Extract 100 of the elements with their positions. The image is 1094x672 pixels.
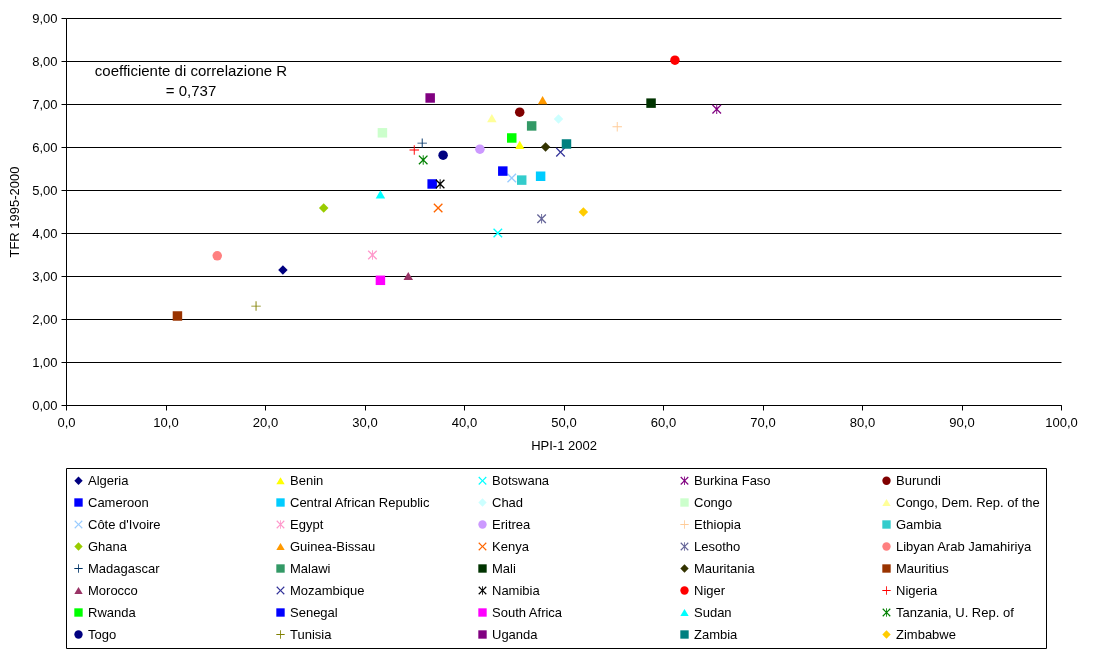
- point: [435, 179, 445, 189]
- point: [612, 122, 622, 132]
- point: [172, 311, 183, 321]
- point: [514, 107, 525, 117]
- point: [540, 142, 551, 152]
- legend-label: South Africa: [492, 604, 563, 620]
- y-tick-label: 6,00: [32, 139, 58, 155]
- point: [646, 98, 656, 108]
- point: [578, 207, 589, 217]
- legend-label: Togo: [88, 626, 117, 642]
- legend-label: Zimbabwe: [896, 626, 956, 642]
- legend-label: Mali: [492, 560, 516, 576]
- legend-label: Guinea-Bissau: [290, 538, 376, 554]
- legend-label: Chad: [492, 494, 524, 510]
- legend-label: Congo: [694, 494, 733, 510]
- legend-label: Congo, Dem. Rep. of the: [896, 494, 1040, 510]
- legend-label: Benin: [290, 472, 324, 488]
- point: [375, 190, 386, 199]
- legend-label: Burundi: [896, 472, 941, 488]
- legend-label: Mozambique: [290, 582, 365, 598]
- y-tick-label: 0,00: [32, 397, 58, 413]
- point: [438, 150, 448, 160]
- x-tick-label: 40,0: [451, 414, 478, 430]
- x-tick-label: 10,0: [153, 414, 179, 430]
- legend-label: Namibia: [492, 582, 541, 598]
- legend-label: Kenya: [492, 538, 530, 554]
- point: [498, 166, 508, 176]
- legend-label: Mauritania: [694, 560, 756, 576]
- legend-label: Uganda: [492, 626, 539, 642]
- y-tick-label: 7,00: [32, 96, 58, 112]
- x-tick-label: 90,0: [949, 414, 975, 430]
- point: [475, 144, 485, 154]
- legend-label: Tanzania, U. Rep. of: [896, 604, 1015, 620]
- point: [251, 301, 261, 311]
- point: [367, 250, 378, 260]
- legend-label: Egypt: [290, 516, 324, 532]
- x-tick-label: 30,0: [352, 414, 378, 430]
- point: [507, 133, 517, 143]
- legend-label: Ethiopia: [694, 516, 742, 532]
- x-tick-label: 20,0: [252, 414, 279, 430]
- point: [535, 171, 546, 181]
- point: [526, 121, 537, 131]
- point: [487, 114, 497, 123]
- legend-label: Central African Republic: [290, 494, 430, 510]
- legend-label: Tunisia: [290, 626, 333, 642]
- legend-label: Niger: [694, 582, 726, 598]
- legend-label: Burkina Faso: [694, 472, 771, 488]
- legend-label: Eritrea: [492, 516, 532, 532]
- legend-label: Senegal: [290, 604, 338, 620]
- legend-label: Côte d'Ivoire: [88, 516, 161, 532]
- point: [493, 228, 503, 238]
- x-axis-title: HPI-1 2002: [531, 437, 597, 453]
- y-tick-label: 8,00: [32, 53, 58, 69]
- y-axis-title: TFR 1995-2000: [7, 166, 23, 258]
- legend-label: Gambia: [896, 516, 943, 532]
- annotation: coefficiente di correlazione R = 0,737: [94, 62, 288, 99]
- y-tick-label: 1,00: [32, 354, 58, 370]
- legend-label: Morocco: [88, 582, 138, 598]
- y-tick-label: 4,00: [32, 225, 58, 241]
- point: [403, 271, 414, 281]
- point: [377, 128, 388, 138]
- y-tick-label: 9,00: [32, 10, 58, 26]
- x-tick-label: 50,0: [551, 414, 577, 430]
- point: [553, 114, 564, 124]
- legend-label: Botswana: [492, 472, 550, 488]
- legend-label: Zambia: [694, 626, 739, 642]
- legend-label: Malawi: [290, 560, 331, 576]
- point: [516, 175, 527, 185]
- legend-label: Cameroon: [88, 494, 149, 510]
- legend-label: Ghana: [88, 538, 128, 554]
- point: [711, 104, 722, 114]
- point: [212, 251, 222, 261]
- x-tick-label: 70,0: [750, 414, 776, 430]
- point: [561, 139, 572, 149]
- legend-label: Mauritius: [896, 560, 950, 576]
- legend-label: Lesotho: [694, 538, 741, 554]
- point: [537, 96, 548, 105]
- point: [427, 179, 437, 189]
- x-tick-label: 0,0: [57, 414, 76, 430]
- x-tick-label: 60,0: [650, 414, 677, 430]
- point: [514, 140, 525, 149]
- x-tick-label: 100,0: [1045, 414, 1078, 430]
- legend-label: Libyan Arab Jamahiriya: [896, 538, 1032, 554]
- point: [507, 173, 517, 183]
- y-tick-label: 3,00: [32, 268, 58, 284]
- legend-label: Madagascar: [88, 560, 161, 576]
- legend-label: Rwanda: [88, 604, 137, 620]
- point: [433, 203, 443, 213]
- point: [417, 138, 427, 148]
- y-tick-label: 2,00: [32, 311, 58, 327]
- point: [375, 275, 386, 286]
- legend-label: Sudan: [694, 604, 732, 620]
- point: [318, 203, 329, 213]
- legend-label: Algeria: [88, 472, 130, 488]
- point: [555, 147, 566, 157]
- point: [536, 214, 547, 224]
- point: [425, 93, 435, 103]
- point: [418, 155, 428, 165]
- point: [670, 55, 680, 65]
- legend-label: Nigeria: [896, 582, 938, 598]
